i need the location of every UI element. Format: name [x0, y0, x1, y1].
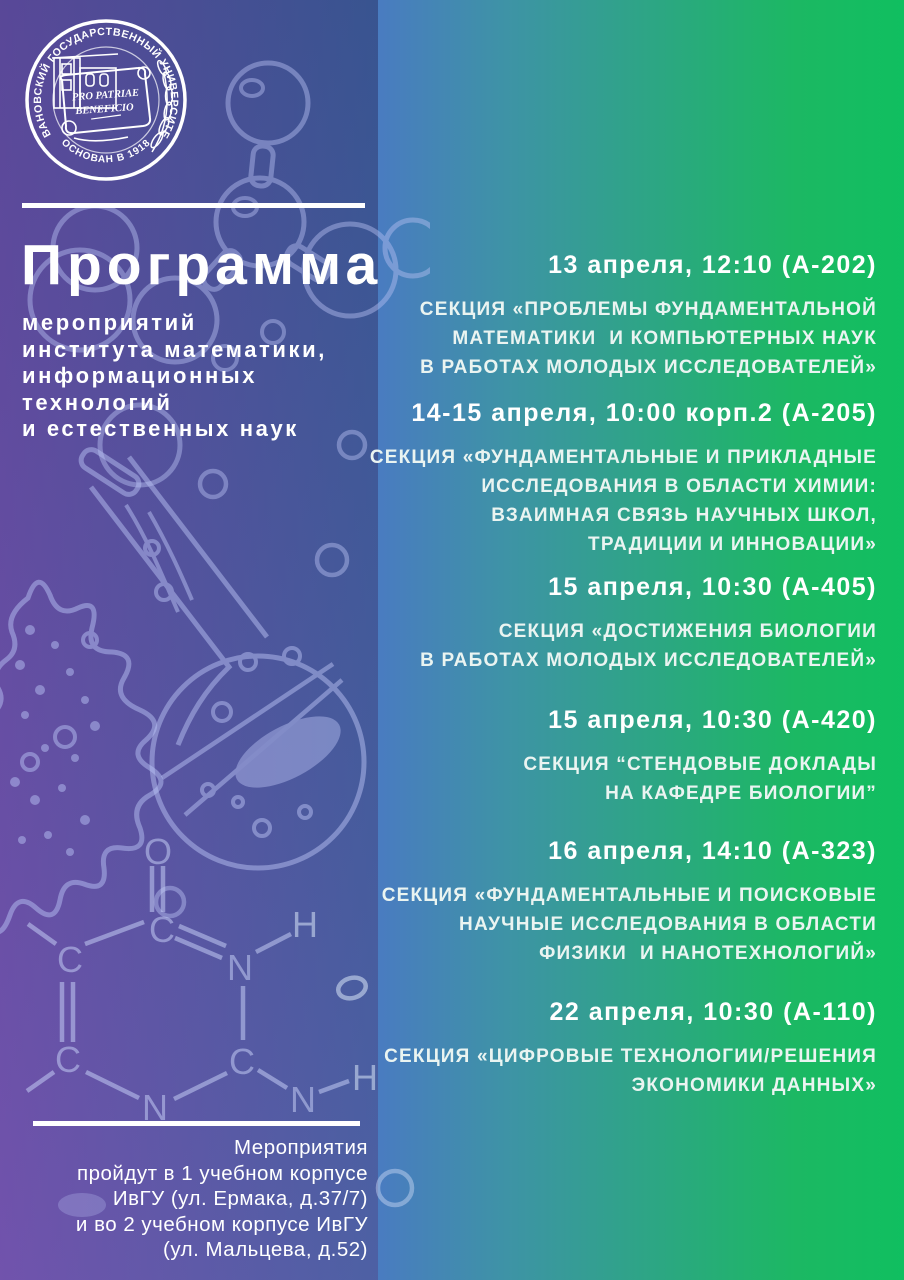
event-section-line: В РАБОТАХ МОЛОДЫХ ИССЛЕДОВАТЕЛЕЙ»: [420, 357, 877, 378]
subtitle-line: технологий: [22, 389, 173, 415]
event-block: 15 апреля, 10:30 (А-420) СЕКЦИЯ “СТЕНДОВ…: [277, 705, 877, 808]
subtitle-line: института математики,: [22, 336, 328, 362]
event-section-line: ФИЗИКИ И НАНОТЕХНОЛОГИЙ»: [539, 943, 877, 964]
event-block: 13 апреля, 12:10 (А-202) СЕКЦИЯ «ПРОБЛЕМ…: [277, 250, 877, 382]
page-title: Программа: [21, 233, 383, 297]
event-section-line: НАУЧНЫЕ ИССЛЕДОВАНИЯ В ОБЛАСТИ: [459, 914, 877, 935]
event-section-line: СЕКЦИЯ «ЦИФРОВЫЕ ТЕХНОЛОГИИ/РЕШЕНИЯ: [384, 1046, 877, 1067]
event-block: 22 апреля, 10:30 (А-110) СЕКЦИЯ «ЦИФРОВЫ…: [277, 997, 877, 1100]
event-section-line: СЕКЦИЯ «ФУНДАМЕНТАЛЬНЫЕ И ПОИСКОВЫЕ: [381, 885, 877, 906]
footer-venue-info: Мероприятия пройдут в 1 учебном корпусе …: [30, 1121, 368, 1263]
event-block: 16 апреля, 14:10 (А-323) СЕКЦИЯ «ФУНДАМЕ…: [277, 836, 877, 968]
subtitle-line: информационных: [22, 363, 258, 388]
event-section-line: ИССЛЕДОВАНИЯ В ОБЛАСТИ ХИМИИ:: [481, 476, 877, 497]
event-section-line: СЕКЦИЯ «ПРОБЛЕМЫ ФУНДАМЕНТАЛЬНОЙ: [419, 299, 877, 320]
event-date: 15 апреля, 10:30 (А-420): [548, 706, 877, 734]
event-date: 15 апреля, 10:30 (А-405): [548, 573, 877, 601]
footer-line-text: и во 2 учебном корпусе ИвГУ: [75, 1212, 368, 1236]
subtitle-line: и естественных наук: [22, 416, 299, 441]
event-section-line: ТРАДИЦИИ И ИННОВАЦИИ»: [588, 534, 877, 555]
event-section-line: ЭКОНОМИКИ ДАННЫХ»: [631, 1075, 877, 1096]
event-section-line: ВЗАИМНАЯ СВЯЗЬ НАУЧНЫХ ШКОЛ,: [491, 505, 877, 526]
event-section-line: МАТЕМАТИКИ И КОМПЬЮТЕРНЫХ НАУК: [452, 328, 877, 349]
event-date: 13 апреля, 12:10 (А-202): [548, 251, 877, 279]
footer-line-text: Мероприятия: [233, 1136, 368, 1159]
logo-motto-line1: PRO PATRIAE: [72, 88, 140, 104]
event-section-line: В РАБОТАХ МОЛОДЫХ ИССЛЕДОВАТЕЛЕЙ»: [420, 650, 877, 671]
university-logo-icon: ИВАНОВСКИЙ ГОСУДАРСТВЕННЫЙ УНИВЕРСИТЕТ О…: [24, 18, 187, 181]
event-section-line: СЕКЦИЯ «ФУНДАМЕНТАЛЬНЫЕ И ПРИКЛАДНЫЕ: [369, 447, 877, 468]
event-date: 14-15 апреля, 10:00 корп.2 (А-205): [411, 399, 877, 427]
footer-line-text: ИвГУ (ул. Ермака, д.37/7): [112, 1187, 368, 1210]
page-subtitle: мероприятий института математики, информ…: [22, 310, 327, 443]
event-date: 16 апреля, 14:10 (А-323): [548, 837, 877, 865]
event-block: 15 апреля, 10:30 (А-405) СЕКЦИЯ «ДОСТИЖЕ…: [277, 572, 877, 675]
logo-motto-line2: BENEFICIO: [74, 102, 134, 117]
footer-line-text: пройдут в 1 учебном корпусе: [77, 1161, 368, 1185]
footer-line-text: (ул. Мальцева, д.52): [163, 1238, 368, 1261]
subtitle-line: мероприятий: [22, 310, 197, 335]
event-date: 22 апреля, 10:30 (А-110): [549, 998, 877, 1026]
event-section-line: СЕКЦИЯ “СТЕНДОВЫЕ ДОКЛАДЫ: [523, 754, 877, 775]
svg-text:ИВАНОВСКИЙ ГОСУДАРСТВЕННЫЙ УНИ: ИВАНОВСКИЙ ГОСУДАРСТВЕННЫЙ УНИВЕРСИТЕТ: [24, 18, 180, 141]
event-section-line: НА КАФЕДРЕ БИОЛОГИИ”: [605, 783, 877, 804]
event-section-line: СЕКЦИЯ «ДОСТИЖЕНИЯ БИОЛОГИИ: [498, 621, 877, 642]
logo-arc-top-text: ИВАНОВСКИЙ ГОСУДАРСТВЕННЫЙ УНИВЕРСИТЕТ: [24, 18, 179, 141]
footer-divider-line: [33, 1121, 360, 1126]
footer-text: Мероприятия пройдут в 1 учебном корпусе …: [30, 1135, 368, 1263]
logo-laurel-icon: [150, 59, 174, 153]
header-divider-line: [22, 203, 365, 208]
event-block: 14-15 апреля, 10:00 корп.2 (А-205) СЕКЦИ…: [277, 398, 877, 559]
logo-scroll-icon: PRO PATRIAE BENEFICIO: [59, 66, 152, 142]
